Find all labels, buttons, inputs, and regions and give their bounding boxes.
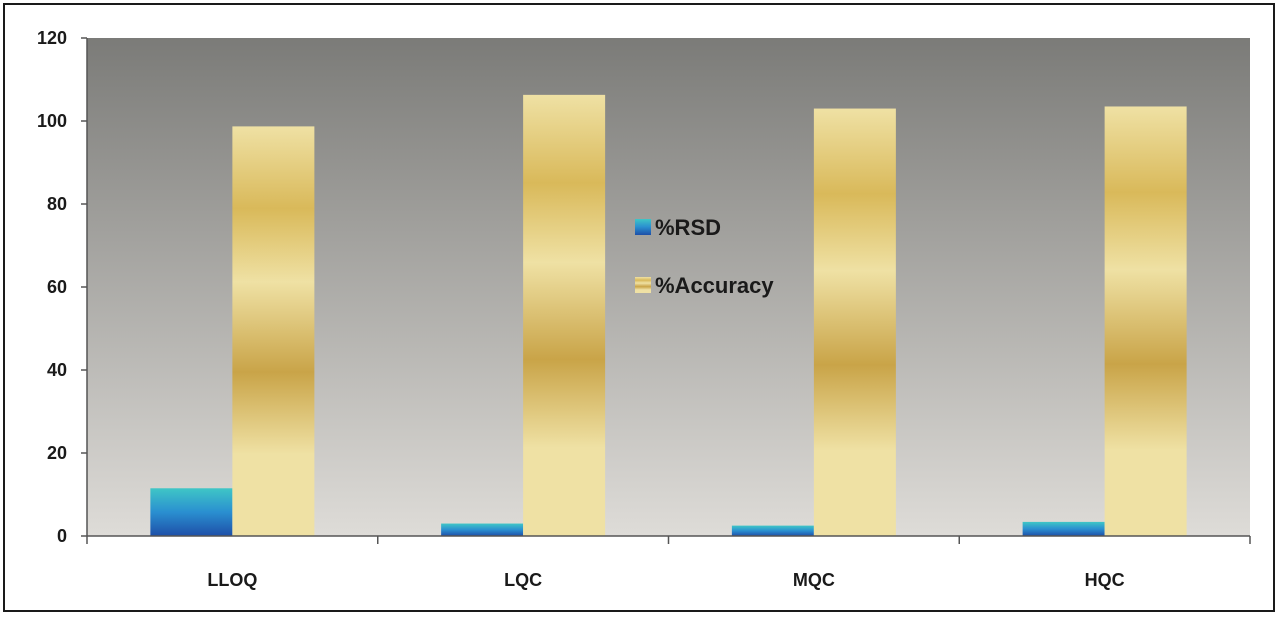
bar-accuracy-lloq [232, 126, 315, 537]
legend-label-accuracy: %Accuracy [655, 273, 774, 298]
y-tick-label: 120 [37, 28, 67, 48]
chart-frame: 0 20 40 60 80 100 120 LLOQ LQC MQC HQC %RSD %Accura… [3, 3, 1275, 612]
bar-chart: 0 20 40 60 80 100 120 LLOQ LQC MQC HQC %RSD %Accura… [37, 28, 1251, 590]
legend: %RSD %Accuracy [635, 215, 774, 298]
x-tick-label-hqc: HQC [1085, 570, 1125, 590]
y-tick-label: 40 [47, 360, 67, 380]
y-tick-label: 20 [47, 443, 67, 463]
bar-rsd-hqc [1022, 521, 1105, 536]
x-tick-label-lloq: LLOQ [207, 570, 257, 590]
legend-label-rsd: %RSD [655, 215, 721, 240]
bar-accuracy-hqc [1104, 106, 1187, 536]
y-tick-label: 0 [57, 526, 67, 546]
axes-layer: 0 20 40 60 80 100 120 LLOQ LQC MQC HQC [37, 28, 1251, 590]
legend-swatch-rsd [635, 219, 651, 235]
x-tick-label-mqc: MQC [793, 570, 835, 590]
bar-accuracy-mqc [813, 108, 896, 537]
y-tick-label: 80 [47, 194, 67, 214]
bar-rsd-mqc [731, 525, 814, 536]
bar-rsd-lloq [150, 488, 233, 536]
bars-layer [150, 94, 1187, 537]
x-tick-label-lqc: LQC [504, 570, 542, 590]
bar-rsd-lqc [441, 523, 524, 536]
y-tick-label: 60 [47, 277, 67, 297]
legend-swatch-accuracy [635, 277, 651, 293]
bar-accuracy-lqc [523, 94, 606, 536]
y-tick-label: 100 [37, 111, 67, 131]
